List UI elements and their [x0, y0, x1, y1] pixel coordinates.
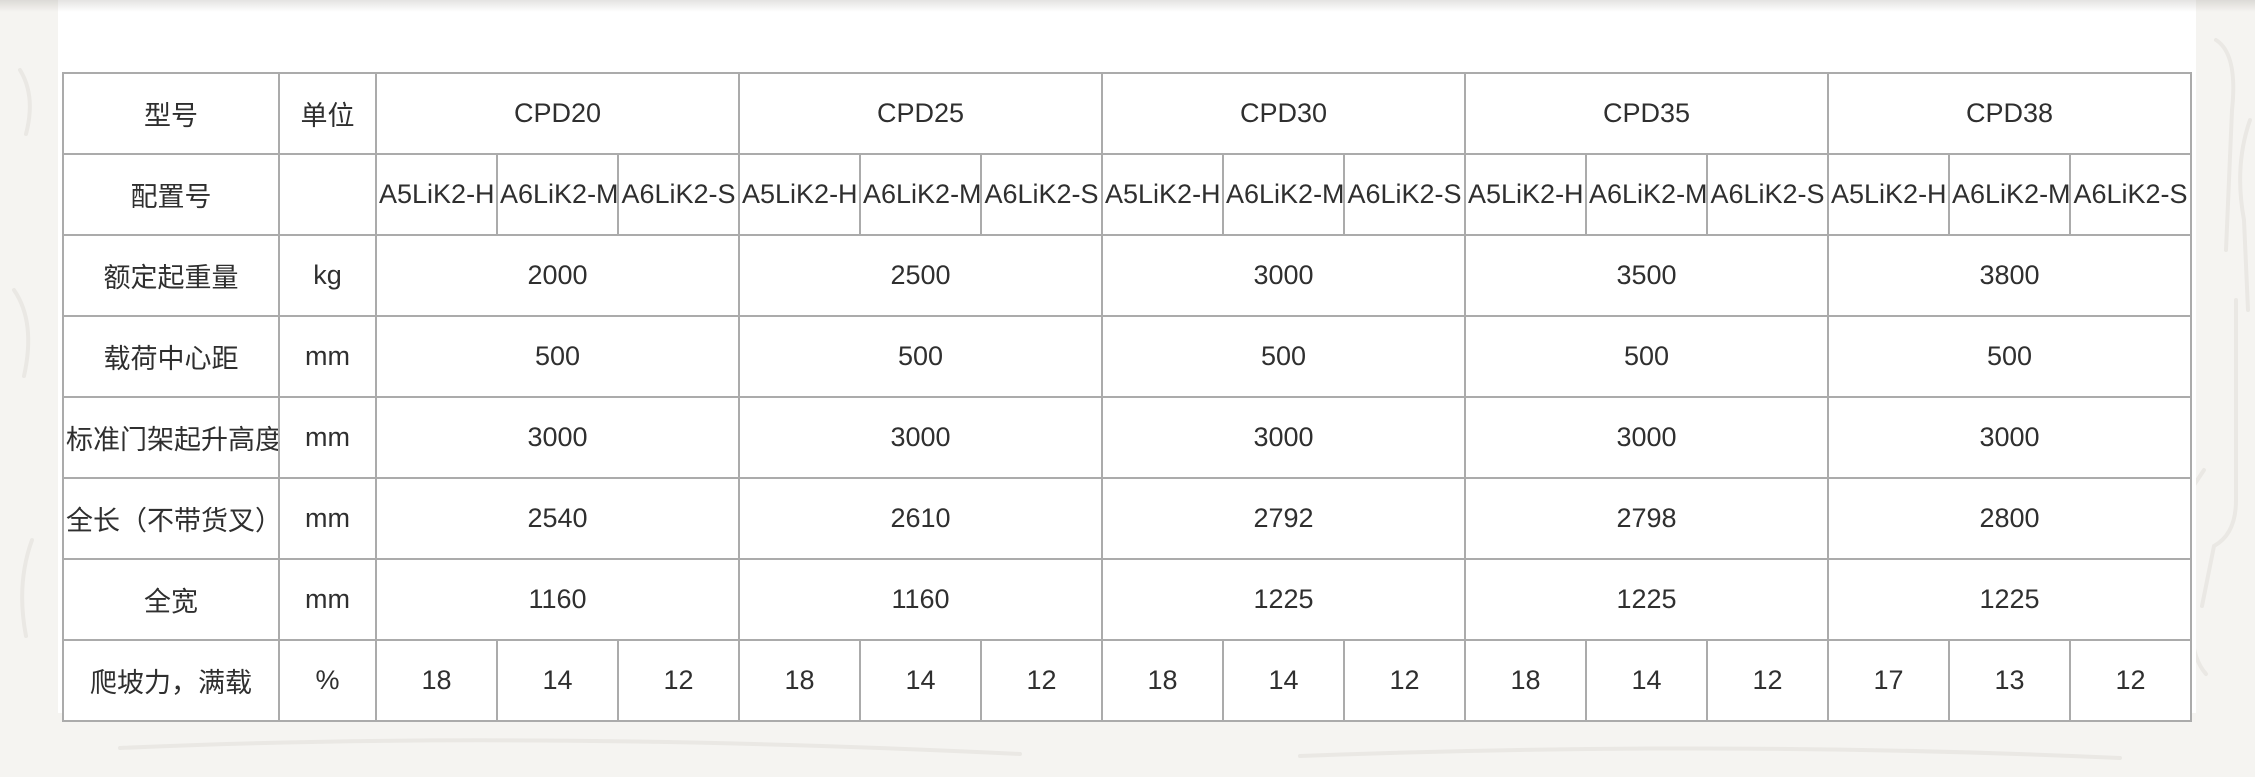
spec-value-cell: 12 [1706, 639, 1829, 722]
spec-value-cell: 12 [617, 639, 740, 722]
spec-value-cell: 18 [1101, 639, 1224, 722]
unit-cell [278, 153, 377, 236]
row-label-cell: 全长（不带货叉） [62, 477, 280, 560]
unit-cell: mm [278, 315, 377, 398]
spec-value-cell: 2798 [1464, 477, 1829, 560]
spec-value-cell: 500 [1101, 315, 1466, 398]
spec-table-body: 型号 单位 CPD20 CPD25 CPD30 CPD35 CPD38 配置号 A5LiK2-H… [62, 72, 2192, 722]
model-header-cell: CPD38 [1827, 72, 2192, 155]
config-cell: A6LiK2-M [859, 153, 982, 236]
spec-value-cell: 1225 [1827, 558, 2192, 641]
spec-value-cell: 2000 [375, 234, 740, 317]
spec-value-cell: 3000 [738, 396, 1103, 479]
model-header-cell: CPD25 [738, 72, 1103, 155]
spec-value-cell: 18 [738, 639, 861, 722]
spec-value-cell: 500 [1827, 315, 2192, 398]
spec-row: 额定起重量 kg 2000 2500 3000 3500 3800 [62, 234, 2192, 317]
spec-row: 全宽 mm 1160 1160 1225 1225 1225 [62, 558, 2192, 641]
config-cell: A6LiK2-S [1343, 153, 1466, 236]
row-label-cell: 标准门架起升高度 [62, 396, 280, 479]
unit-cell: kg [278, 234, 377, 317]
spec-value-cell: 1225 [1101, 558, 1466, 641]
spec-value-cell: 12 [1343, 639, 1466, 722]
spec-value-cell: 3000 [1827, 396, 2192, 479]
config-cell: A6LiK2-M [496, 153, 619, 236]
config-cell: A6LiK2-M [1585, 153, 1708, 236]
header-cell-unit: 单位 [278, 72, 377, 155]
unit-cell: % [278, 639, 377, 722]
spec-value-cell: 1160 [375, 558, 740, 641]
spec-value-cell: 3000 [1101, 396, 1466, 479]
spec-value-cell: 2800 [1827, 477, 2192, 560]
spec-value-cell: 18 [375, 639, 498, 722]
spec-value-cell: 13 [1948, 639, 2071, 722]
spec-value-cell: 3000 [1464, 396, 1829, 479]
spec-value-cell: 14 [859, 639, 982, 722]
config-cell: A6LiK2-M [1222, 153, 1345, 236]
spec-row: 爬坡力，满载% 18 14 12 18 14 12 18 14 12 18 14 12 17 13 12 [62, 639, 2192, 722]
header-cell-model: 型号 [62, 72, 280, 155]
model-header-cell: CPD20 [375, 72, 740, 155]
spec-value-cell: 14 [496, 639, 619, 722]
row-label-cell: 配置号 [62, 153, 280, 236]
spec-value-cell: 3000 [375, 396, 740, 479]
config-cell: A5LiK2-H [375, 153, 498, 236]
row-label-cell: 载荷中心距 [62, 315, 280, 398]
unit-cell: mm [278, 558, 377, 641]
config-cell: A6LiK2-S [980, 153, 1103, 236]
spec-value-cell: 3500 [1464, 234, 1829, 317]
spec-value-cell: 2500 [738, 234, 1103, 317]
config-cell: A5LiK2-H [1827, 153, 1950, 236]
spec-value-cell: 500 [1464, 315, 1829, 398]
spec-value-cell: 12 [2069, 639, 2192, 722]
row-label-cell: 爬坡力，满载 [62, 639, 280, 722]
model-header-cell: CPD30 [1101, 72, 1466, 155]
spec-value-cell: 17 [1827, 639, 1950, 722]
row-label-cell: 额定起重量 [62, 234, 280, 317]
model-header-cell: CPD35 [1464, 72, 1829, 155]
unit-cell: mm [278, 396, 377, 479]
unit-cell: mm [278, 477, 377, 560]
config-cell: A5LiK2-H [738, 153, 861, 236]
spec-value-cell: 3000 [1101, 234, 1466, 317]
config-cell: A6LiK2-S [1706, 153, 1829, 236]
spec-value-cell: 500 [375, 315, 740, 398]
spec-value-cell: 1160 [738, 558, 1103, 641]
spec-value-cell: 2540 [375, 477, 740, 560]
spec-value-cell: 3800 [1827, 234, 2192, 317]
spec-table: 型号 单位 CPD20 CPD25 CPD30 CPD35 CPD38 配置号 A5LiK2-H… [62, 72, 2192, 722]
spec-value-cell: 2610 [738, 477, 1103, 560]
spec-value-cell: 1225 [1464, 558, 1829, 641]
spec-value-cell: 14 [1585, 639, 1708, 722]
spec-value-cell: 500 [738, 315, 1103, 398]
config-row: 配置号 A5LiK2-H A6LiK2-M A6LiK2-S A5LiK2-H A6LiK… [62, 153, 2192, 236]
row-label-cell: 全宽 [62, 558, 280, 641]
model-header-row: 型号 单位 CPD20 CPD25 CPD30 CPD35 CPD38 [62, 72, 2192, 155]
spec-value-cell: 18 [1464, 639, 1587, 722]
config-cell: A6LiK2-M [1948, 153, 2071, 236]
spec-value-cell: 12 [980, 639, 1103, 722]
config-cell: A5LiK2-H [1101, 153, 1224, 236]
spec-row: 载荷中心距 mm 500 500 500 500 500 [62, 315, 2192, 398]
config-cell: A6LiK2-S [617, 153, 740, 236]
config-cell: A5LiK2-H [1464, 153, 1587, 236]
config-cell: A6LiK2-S [2069, 153, 2192, 236]
spec-row: 全长（不带货叉） mm 2540 2610 2792 2798 2800 [62, 477, 2192, 560]
spec-row: 标准门架起升高度 mm 3000 3000 3000 3000 3000 [62, 396, 2192, 479]
spec-value-cell: 14 [1222, 639, 1345, 722]
spec-value-cell: 2792 [1101, 477, 1466, 560]
